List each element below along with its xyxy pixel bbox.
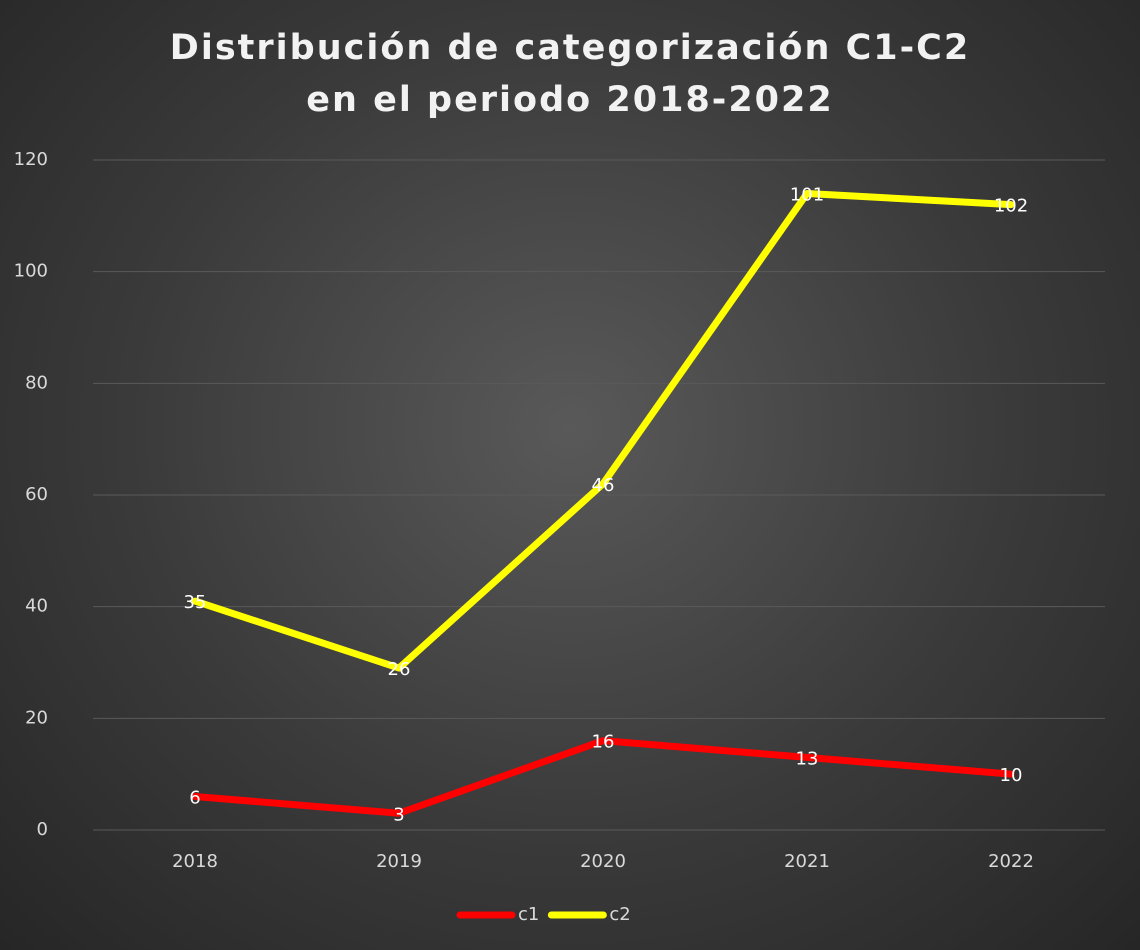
series-line — [191, 190, 1015, 672]
chart-title: Distribución de categorización C1-C2 en … — [169, 28, 971, 120]
data-label: 46 — [592, 475, 615, 496]
data-label: 3 — [393, 804, 404, 825]
x-tick-label: 2019 — [376, 851, 422, 872]
legend-label: c1 — [518, 904, 539, 925]
legend-label: c2 — [609, 904, 630, 925]
x-tick-label: 2022 — [988, 851, 1034, 872]
y-tick-label: 20 — [25, 707, 48, 728]
y-tick-label: 100 — [14, 261, 48, 282]
data-label: 101 — [790, 185, 824, 206]
data-label: 10 — [1000, 765, 1023, 786]
data-label: 16 — [592, 732, 615, 753]
x-tick-label: 2018 — [172, 851, 218, 872]
data-label: 13 — [796, 748, 819, 769]
y-tick-label: 80 — [25, 372, 48, 393]
x-tick-label: 2021 — [784, 851, 830, 872]
data-label: 6 — [189, 788, 200, 809]
data-label: 102 — [994, 196, 1028, 217]
series-line — [191, 737, 1015, 817]
data-label: 26 — [388, 659, 411, 680]
y-tick-label: 0 — [37, 819, 48, 840]
y-tick-label: 120 — [14, 149, 48, 170]
y-tick-label: 40 — [25, 596, 48, 617]
x-tick-label: 2020 — [580, 851, 626, 872]
data-label: 35 — [184, 592, 207, 613]
y-tick-label: 60 — [25, 484, 48, 505]
